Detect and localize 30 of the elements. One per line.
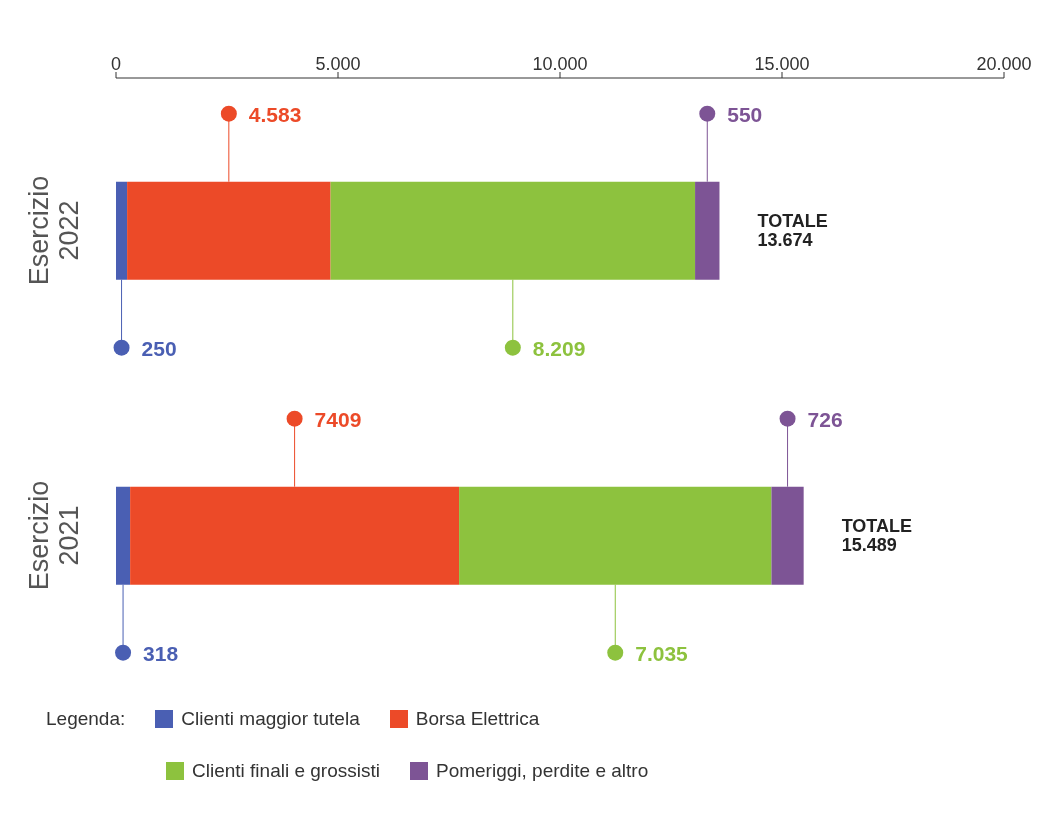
x-tick-label: 10.000 — [532, 54, 588, 74]
x-tick-label: 0 — [110, 54, 122, 74]
legend-label: Borsa Elettrica — [414, 708, 540, 730]
bar — [330, 181, 696, 280]
legend-title: Legenda: — [46, 708, 126, 730]
data-label: 8.209 — [532, 336, 586, 360]
legend-label: Pomeriggi, perdite e altro — [434, 760, 649, 782]
data-label: 250 — [141, 336, 177, 360]
data-label: 4.583 — [248, 102, 302, 126]
data-label: 7409 — [314, 407, 362, 431]
bar — [127, 181, 331, 280]
bar — [695, 181, 720, 280]
legend-label: Clienti finali e grossisti — [191, 760, 380, 782]
data-label: 726 — [807, 407, 843, 431]
bar — [130, 486, 460, 585]
x-tick-label: 15.000 — [754, 54, 810, 74]
total-label: TOTALE 15.489 — [841, 515, 913, 555]
x-tick-label: 5.000 — [315, 54, 361, 74]
data-label: 550 — [727, 102, 763, 126]
bar — [771, 486, 804, 585]
x-tick-label: 20.000 — [976, 54, 1032, 74]
bar — [459, 486, 772, 585]
legend-label: Clienti maggior tutela — [180, 708, 360, 730]
bar — [116, 181, 128, 280]
bar — [116, 486, 131, 585]
total-label: TOTALE 13.674 — [757, 210, 828, 250]
data-label: 318 — [143, 641, 179, 665]
y-tick-label: Esercizio 2022 — [24, 175, 84, 286]
data-label: 7.035 — [635, 641, 689, 665]
y-tick-label: Esercizio 2021 — [24, 480, 84, 591]
